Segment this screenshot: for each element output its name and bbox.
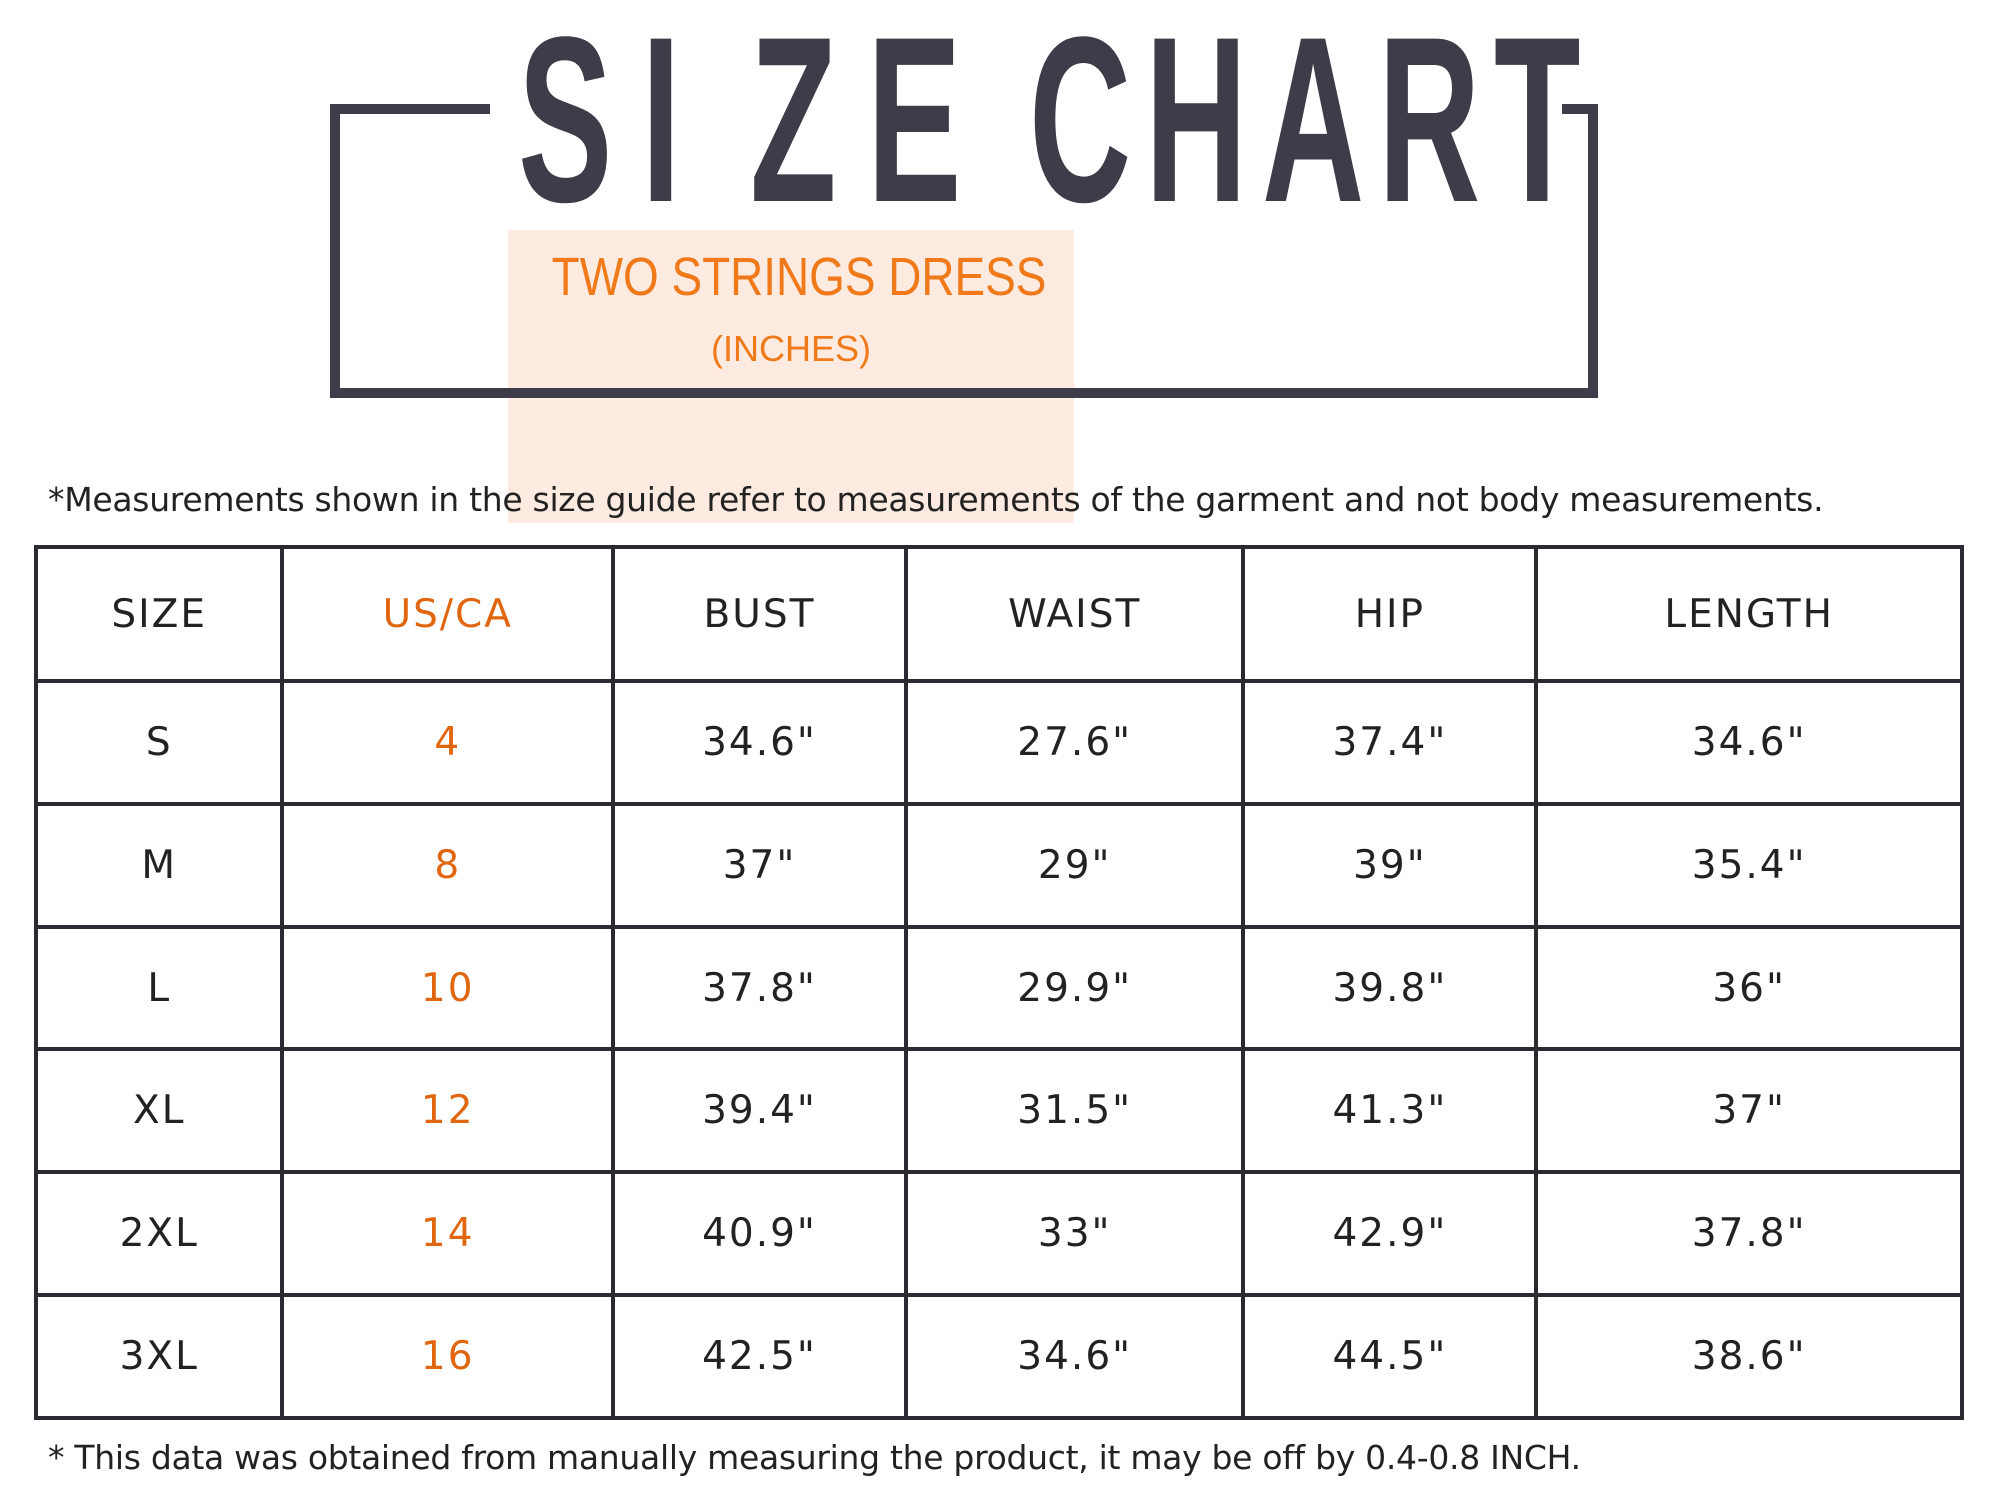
table-cell: 35.4" xyxy=(1534,801,1964,929)
size-table: SIZE US/CA BUST WAIST HIP LENGTH S 4 34.6" 27.6"… xyxy=(33,545,1964,1420)
table-cell: 2XL xyxy=(33,1170,285,1298)
table-cell: 40.9" xyxy=(611,1170,908,1298)
title-letter: S xyxy=(518,0,613,252)
measurement-note: *Measurements shown in the size guide re… xyxy=(48,480,1824,519)
title-letter: E xyxy=(866,0,962,252)
table-row: XL 12 39.4" 31.5" 41.3" 37" xyxy=(33,1047,1964,1175)
table-row: S 4 34.6" 27.6" 37.4" 34.6" xyxy=(33,679,1964,806)
table-cell: 33" xyxy=(903,1170,1246,1298)
frame-top-left xyxy=(330,104,490,114)
table-cell: 14 xyxy=(280,1170,616,1298)
frame-bottom xyxy=(330,388,1598,398)
table-cell: 27.6" xyxy=(903,679,1246,806)
column-header: SIZE xyxy=(33,545,285,683)
table-cell: 44.5" xyxy=(1241,1293,1539,1420)
title-letter: I xyxy=(641,0,681,252)
frame-left xyxy=(330,104,340,398)
table-cell: 37.4" xyxy=(1241,679,1539,806)
table-cell: 10 xyxy=(280,924,616,1052)
column-header: BUST xyxy=(611,545,908,683)
frame-right xyxy=(1588,104,1598,398)
product-name-text: TWO STRINGS DRESS xyxy=(551,247,1047,307)
column-header: US/CA xyxy=(280,545,616,683)
title-letter: Z xyxy=(750,0,837,252)
table-cell: 36" xyxy=(1534,924,1964,1052)
title-letter: C xyxy=(1029,0,1132,252)
table-cell: 37" xyxy=(611,801,908,929)
table-cell: 41.3" xyxy=(1241,1047,1539,1175)
column-header: LENGTH xyxy=(1534,545,1964,683)
table-cell: 37.8" xyxy=(1534,1170,1964,1298)
column-header: WAIST xyxy=(903,545,1246,683)
table-cell: 12 xyxy=(280,1047,616,1175)
title-letter: H xyxy=(1145,0,1248,252)
table-cell: 42.9" xyxy=(1241,1170,1539,1298)
table-cell: 4 xyxy=(280,679,616,806)
table-cell: 34.6" xyxy=(1534,679,1964,806)
table-cell: M xyxy=(33,801,285,929)
table-cell: 39.8" xyxy=(1241,924,1539,1052)
table-cell: 37.8" xyxy=(611,924,908,1052)
table-cell: 34.6" xyxy=(611,679,908,806)
table-cell: S xyxy=(33,679,285,806)
title-letter: R xyxy=(1377,0,1481,252)
product-name: TWO STRINGS DRESS xyxy=(508,250,1074,304)
table-cell: 31.5" xyxy=(903,1047,1246,1175)
table-row: 3XL 16 42.5" 34.6" 44.5" 38.6" xyxy=(33,1293,1964,1420)
table-cell: 16 xyxy=(280,1293,616,1420)
table-row: 2XL 14 40.9" 33" 42.9" 37.8" xyxy=(33,1170,1964,1298)
table-cell: 39" xyxy=(1241,801,1539,929)
table-cell: 34.6" xyxy=(903,1293,1246,1420)
unit-label: (INCHES) xyxy=(711,328,871,369)
table-header-row: SIZE US/CA BUST WAIST HIP LENGTH xyxy=(33,545,1964,683)
table-cell: 8 xyxy=(280,801,616,929)
title-letter: T xyxy=(1493,0,1581,252)
table-cell: XL xyxy=(33,1047,285,1175)
table-row: M 8 37" 29" 39" 35.4" xyxy=(33,801,1964,929)
table-cell: 38.6" xyxy=(1534,1293,1964,1420)
column-header: HIP xyxy=(1241,545,1539,683)
footer-note: * This data was obtained from manually m… xyxy=(48,1438,1581,1477)
highlight-box xyxy=(508,230,1074,523)
table-cell: 42.5" xyxy=(611,1293,908,1420)
table-cell: 29" xyxy=(903,801,1246,929)
page-title: S I Z E C H A R T xyxy=(500,2,1580,238)
table-cell: L xyxy=(33,924,285,1052)
table-cell: 37" xyxy=(1534,1047,1964,1175)
title-letter: A xyxy=(1261,0,1364,252)
table-cell: 3XL xyxy=(33,1293,285,1420)
table-row: L 10 37.8" 29.9" 39.8" 36" xyxy=(33,924,1964,1052)
frame-top-right xyxy=(1562,104,1598,114)
table-cell: 29.9" xyxy=(903,924,1246,1052)
table-cell: 39.4" xyxy=(611,1047,908,1175)
